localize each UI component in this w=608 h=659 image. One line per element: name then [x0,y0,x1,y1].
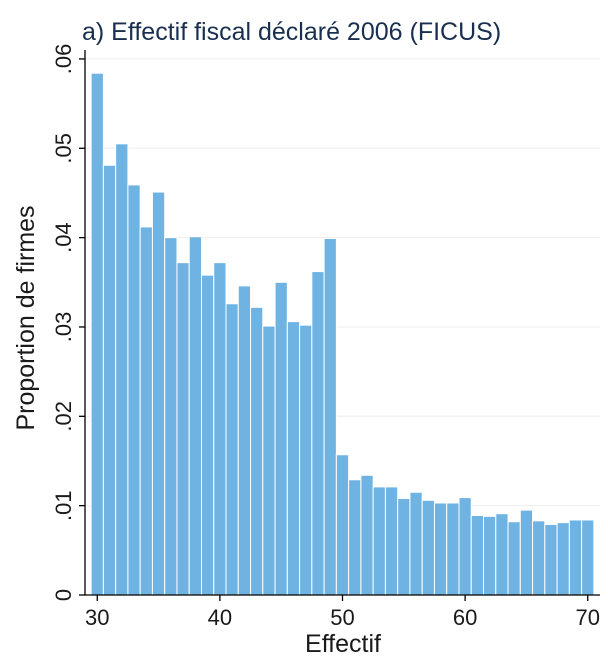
histogram-bar [360,474,374,596]
histogram-bar [568,519,583,596]
y-tick-label: .05 [51,133,76,164]
histogram-bar [581,519,595,596]
histogram-bar [299,324,313,596]
x-ticks: 30 40 50 60 70 [85,595,600,630]
histogram-bar [384,486,399,596]
histogram-bar [458,497,472,596]
histogram-bar [470,514,485,596]
histogram-bar [286,321,301,596]
histogram-bar [446,502,460,596]
histogram-bar [507,521,521,596]
histogram-bar [433,502,448,596]
y-tick-label: .01 [51,490,76,521]
histogram-bar [335,454,350,596]
histogram-bar [127,184,141,596]
bars-layer [90,72,595,596]
x-tick-label: 50 [330,605,354,630]
histogram-bar [372,486,386,596]
y-tick-label: .04 [51,222,76,253]
histogram-bar [200,274,215,596]
histogram-bar [262,325,276,596]
histogram-bar [274,281,288,596]
x-tick-label: 30 [85,605,109,630]
histogram-bar [483,515,497,596]
histogram-bar [188,236,202,596]
histogram-bar [237,285,252,596]
histogram-bar [151,191,166,596]
y-tick-label: .02 [51,401,76,432]
x-tick-label: 70 [575,605,599,630]
histogram-bar [213,262,227,596]
histogram-bar [225,303,239,596]
y-tick-label: .06 [51,44,76,75]
histogram-bar [323,238,337,596]
y-ticks: 0 .01 .02 .03 .04 .05 .06 [51,44,85,601]
y-tick-label: .03 [51,312,76,343]
histogram-bar [544,523,558,596]
histogram-bar [164,237,178,596]
histogram-bar [348,479,362,596]
y-axis-label: Proportion de firmes [12,205,40,430]
histogram-bar [397,498,411,596]
y-tick-label: 0 [51,589,76,601]
x-tick-label: 40 [208,605,232,630]
histogram-bar [495,513,509,596]
histogram-bar [102,164,117,596]
histogram-bar [409,491,423,596]
x-axis-label: Effectif [305,630,381,658]
histogram-bar [532,520,546,596]
histogram-bar [556,522,570,596]
x-tick-label: 60 [453,605,477,630]
histogram-bar [250,306,264,596]
histogram-bar [519,509,534,596]
histogram-bar [139,226,153,596]
histogram-bar [421,499,435,596]
histogram-bar [115,143,129,596]
histogram-bar [311,271,325,596]
histogram-bar [176,262,190,596]
histogram-bar [90,72,104,596]
chart-title: a) Effectif fiscal déclaré 2006 (FICUS) [82,18,501,46]
